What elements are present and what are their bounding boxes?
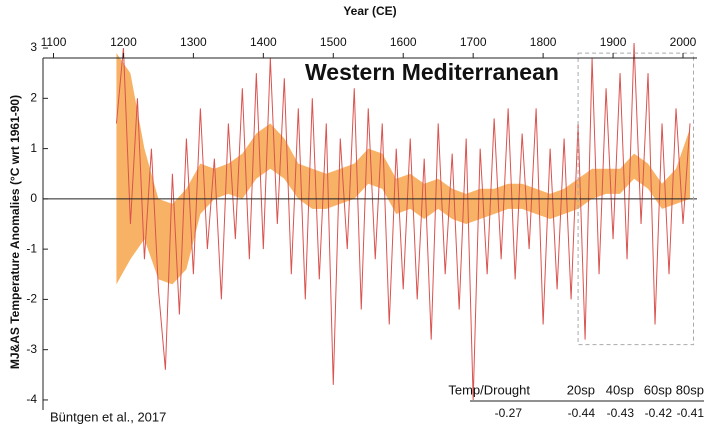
table-value: -0.43	[607, 406, 635, 420]
y-axis-label: MJ&AS Temperature Anomalies (°C wrt 1961…	[8, 95, 22, 369]
chart-title: Western Mediterranean	[305, 59, 559, 85]
table-value: -0.27	[495, 406, 523, 420]
x-tick-label: 1800	[530, 35, 557, 49]
y-tick-label: -1	[26, 241, 37, 255]
x-tick-label: 1200	[110, 35, 137, 49]
y-tick-label: 3	[30, 40, 37, 54]
table-header: Temp/Drought	[448, 382, 530, 397]
table-header: 20sp	[567, 382, 595, 397]
y-tick-label: 2	[30, 90, 37, 104]
y-tick-label: -2	[26, 292, 37, 306]
highlight-box	[577, 52, 695, 346]
table-value: -0.42	[645, 406, 673, 420]
x-tick-label: 1700	[460, 35, 487, 49]
x-tick-label: 1100	[41, 35, 67, 49]
table-header: 40sp	[606, 382, 634, 397]
x-tick-label: 1600	[390, 35, 417, 49]
x-tick-label: 1400	[250, 35, 277, 49]
x-tick-label: 1500	[320, 35, 347, 49]
y-tick-label: -3	[26, 342, 37, 356]
x-axis-label: Year (CE)	[343, 4, 396, 18]
source: Büntgen et al., 2017	[50, 409, 166, 424]
x-tick-label: 1300	[180, 35, 207, 49]
y-tick-label: 0	[30, 191, 37, 205]
y-tick-label: -4	[26, 392, 37, 406]
table-header: 80sp	[676, 382, 704, 397]
x-tick-label: 1900	[600, 35, 627, 49]
x-tick-label: 2000	[670, 35, 697, 49]
table-value: -0.41	[677, 406, 705, 420]
data-line	[115, 43, 691, 400]
table-header: 60sp	[644, 382, 672, 397]
table-value: -0.44	[568, 406, 596, 420]
y-tick-label: 1	[30, 141, 37, 155]
